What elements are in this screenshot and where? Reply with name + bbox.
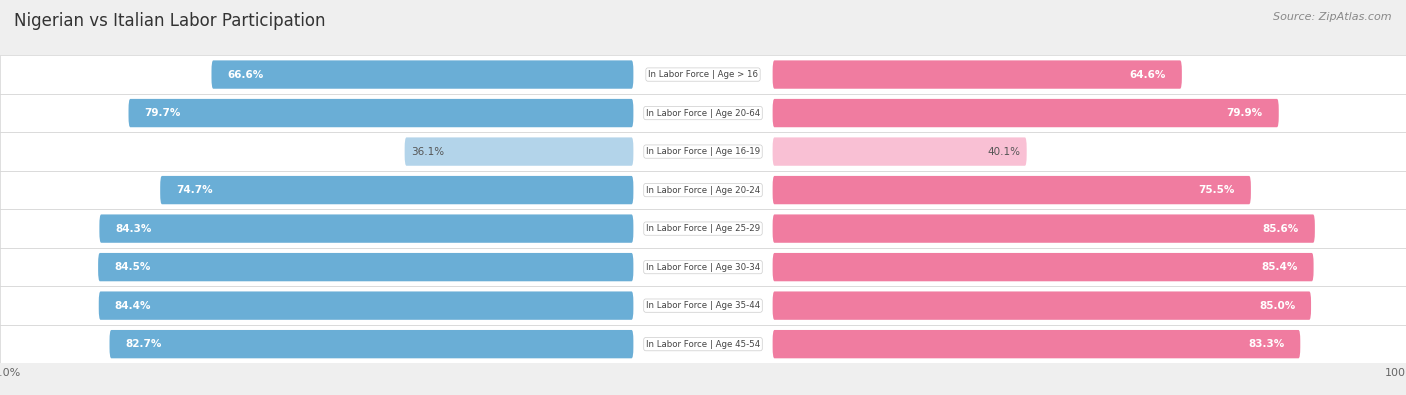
Text: In Labor Force | Age 20-64: In Labor Force | Age 20-64 (645, 109, 761, 118)
FancyBboxPatch shape (773, 60, 1182, 89)
FancyBboxPatch shape (405, 137, 633, 166)
FancyBboxPatch shape (773, 99, 1278, 127)
Bar (0, 325, 1406, 363)
Text: 75.5%: 75.5% (1199, 185, 1234, 195)
Text: Source: ZipAtlas.com: Source: ZipAtlas.com (1274, 12, 1392, 22)
Text: 84.5%: 84.5% (114, 262, 150, 272)
FancyBboxPatch shape (160, 176, 633, 204)
Text: In Labor Force | Age 16-19: In Labor Force | Age 16-19 (645, 147, 761, 156)
Text: In Labor Force | Age 45-54: In Labor Force | Age 45-54 (645, 340, 761, 349)
Text: In Labor Force | Age > 16: In Labor Force | Age > 16 (648, 70, 758, 79)
Bar (0, 248, 1406, 286)
Text: 64.6%: 64.6% (1129, 70, 1166, 79)
FancyBboxPatch shape (773, 214, 1315, 243)
FancyBboxPatch shape (773, 137, 1026, 166)
Text: 74.7%: 74.7% (176, 185, 212, 195)
Text: 79.9%: 79.9% (1227, 108, 1263, 118)
Text: In Labor Force | Age 35-44: In Labor Force | Age 35-44 (645, 301, 761, 310)
FancyBboxPatch shape (110, 330, 633, 358)
Text: 85.6%: 85.6% (1263, 224, 1299, 233)
Bar (0, 209, 1406, 248)
Bar (0, 286, 1406, 325)
Bar (0, 171, 1406, 209)
Text: In Labor Force | Age 25-29: In Labor Force | Age 25-29 (645, 224, 761, 233)
FancyBboxPatch shape (211, 60, 633, 89)
FancyBboxPatch shape (773, 292, 1310, 320)
Bar (0, 55, 1406, 94)
FancyBboxPatch shape (98, 253, 633, 281)
Text: 40.1%: 40.1% (987, 147, 1021, 156)
FancyBboxPatch shape (98, 292, 633, 320)
FancyBboxPatch shape (773, 176, 1251, 204)
FancyBboxPatch shape (128, 99, 633, 127)
Bar (0, 132, 1406, 171)
FancyBboxPatch shape (100, 214, 633, 243)
Text: 36.1%: 36.1% (411, 147, 444, 156)
Text: 84.4%: 84.4% (115, 301, 150, 310)
Text: 85.4%: 85.4% (1261, 262, 1298, 272)
Text: Nigerian vs Italian Labor Participation: Nigerian vs Italian Labor Participation (14, 12, 326, 30)
Text: 66.6%: 66.6% (228, 70, 263, 79)
Text: 83.3%: 83.3% (1249, 339, 1285, 349)
Text: 79.7%: 79.7% (145, 108, 181, 118)
Text: In Labor Force | Age 30-34: In Labor Force | Age 30-34 (645, 263, 761, 272)
FancyBboxPatch shape (773, 330, 1301, 358)
Text: 85.0%: 85.0% (1258, 301, 1295, 310)
Text: In Labor Force | Age 20-24: In Labor Force | Age 20-24 (645, 186, 761, 195)
Text: 84.3%: 84.3% (115, 224, 152, 233)
Text: 82.7%: 82.7% (125, 339, 162, 349)
FancyBboxPatch shape (773, 253, 1313, 281)
Bar (0, 94, 1406, 132)
